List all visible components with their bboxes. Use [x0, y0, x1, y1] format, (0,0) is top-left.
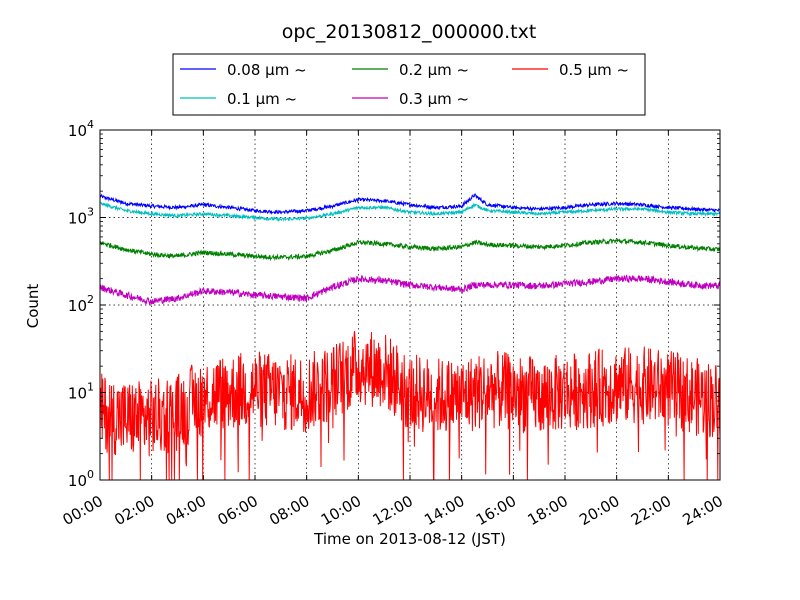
series-line: [100, 237, 720, 262]
chart-title: opc_20130812_000000.txt: [282, 21, 537, 43]
y-tick-label: 100: [68, 468, 94, 490]
series-line: [100, 331, 720, 480]
legend: 0.08 μm ~ 0.1 μm ~ 0.2 μm ~ 0.3 μm ~ 0.5 μm …: [172, 53, 646, 116]
legend-items: 0.08 μm ~ 0.1 μm ~ 0.2 μm ~ 0.3 μm ~ 0.5 μm …: [180, 61, 629, 108]
series-line: [100, 201, 720, 223]
legend-label: 0.08 μm ~: [227, 61, 307, 79]
y-tick-label: 102: [68, 293, 94, 315]
legend-label: 0.3 μm ~: [399, 90, 469, 108]
legend-label: 0.1 μm ~: [227, 90, 297, 108]
x-axis-label: Time on 2013-08-12 (JST): [313, 530, 506, 548]
y-tick-label: 101: [68, 381, 94, 403]
plot-lines: [100, 193, 720, 480]
legend-label: 0.5 μm ~: [559, 61, 629, 79]
series-line: [100, 193, 720, 215]
y-tick-label: 104: [68, 118, 94, 140]
series-line: [100, 274, 720, 306]
legend-box: [172, 53, 646, 116]
legend-label: 0.2 μm ~: [399, 61, 469, 79]
y-axis-label: Count: [24, 284, 42, 329]
y-tick-label: 103: [68, 206, 94, 228]
